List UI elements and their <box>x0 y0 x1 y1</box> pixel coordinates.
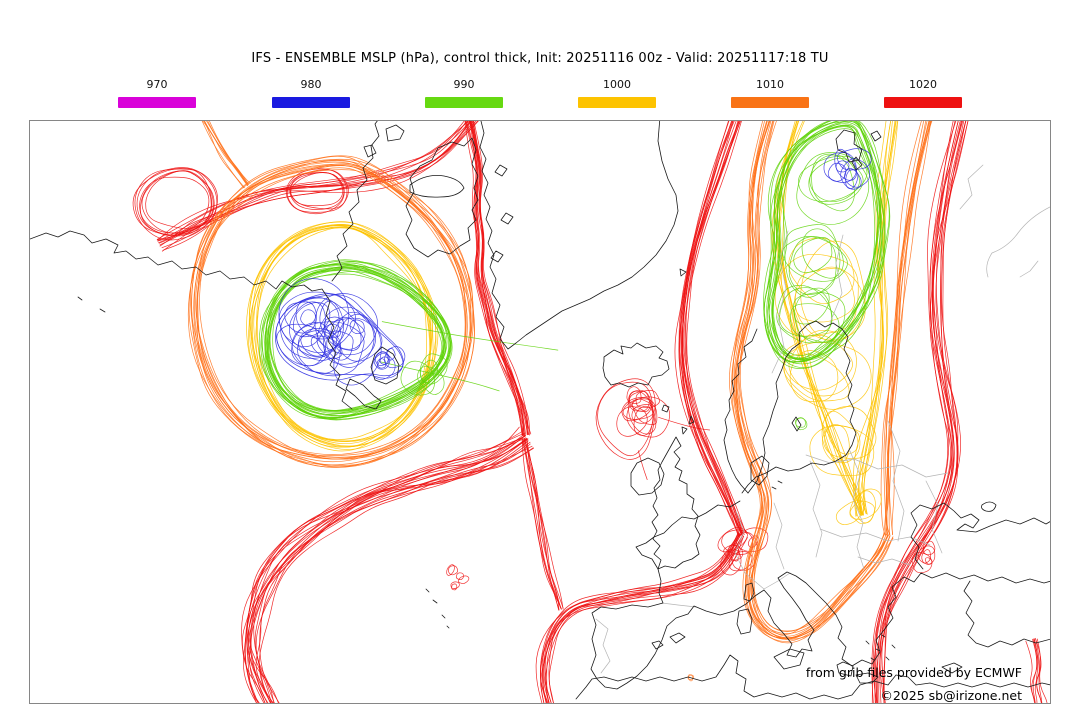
legend-value-label: 970 <box>146 78 168 91</box>
legend-swatch-1020 <box>884 97 962 108</box>
chart-title: IFS - ENSEMBLE MSLP (hPa), control thick… <box>251 51 829 66</box>
legend-value-label: 1010 <box>756 78 784 91</box>
legend-item-980: 980 <box>272 78 350 108</box>
legend-item-970: 970 <box>118 78 196 108</box>
legend-swatch-1000 <box>578 97 656 108</box>
attribution-source: from grib files provided by ECMWF <box>805 665 1022 680</box>
legend-item-990: 990 <box>425 78 503 108</box>
legend-swatch-980 <box>272 97 350 108</box>
legend-item-1020: 1020 <box>884 78 962 108</box>
map-frame: from grib files provided by ECMWF ©2025 … <box>29 120 1051 704</box>
legend-item-1000: 1000 <box>578 78 656 108</box>
legend-swatch-970 <box>118 97 196 108</box>
legend-value-label: 990 <box>453 78 475 91</box>
weather-map-svg <box>30 121 1050 703</box>
legend-swatch-1010 <box>731 97 809 108</box>
attribution-copyright: ©2025 sb@irizone.net <box>880 688 1022 703</box>
legend-swatch-990 <box>425 97 503 108</box>
legend-item-1010: 1010 <box>731 78 809 108</box>
legend-value-label: 1000 <box>603 78 631 91</box>
legend-value-label: 1020 <box>909 78 937 91</box>
legend-value-label: 980 <box>300 78 322 91</box>
